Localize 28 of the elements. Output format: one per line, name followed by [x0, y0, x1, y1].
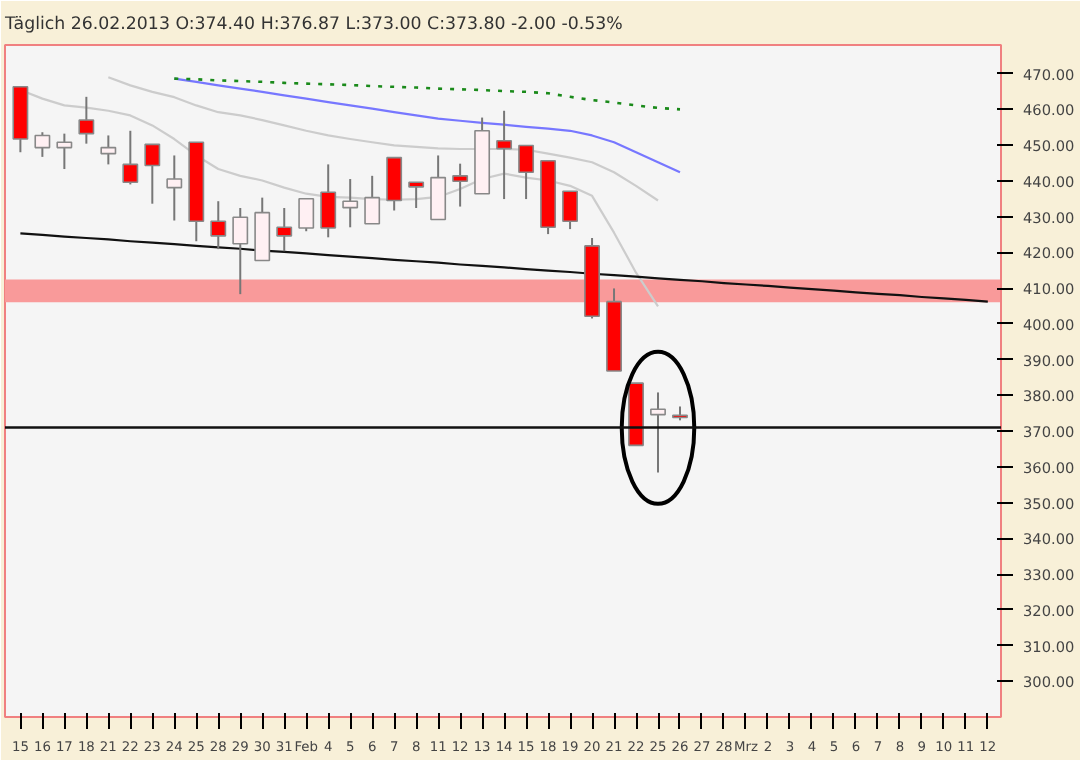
candlestick [56, 132, 73, 171]
candlestick [122, 129, 139, 186]
line-series [107, 76, 660, 202]
candlestick [452, 162, 469, 208]
candlestick [650, 391, 666, 474]
candlestick [518, 144, 535, 201]
candlestick [276, 207, 293, 253]
candlestick [496, 109, 513, 201]
candlestick [100, 134, 117, 166]
candlestick [342, 178, 359, 229]
candlestick [34, 131, 51, 158]
line-series [173, 77, 682, 174]
candlestick [298, 197, 315, 233]
candlestick [364, 174, 381, 225]
candlestick [408, 181, 425, 209]
candlestick [386, 156, 403, 212]
candlestick [166, 154, 183, 222]
candlestick [144, 143, 161, 205]
line-series [173, 77, 682, 111]
chart-title: Täglich 26.02.2013 O:374.40 H:376.87 L:373.00 C:373.80 -2.00 -0.53% [3, 15, 623, 35]
candlestick [320, 163, 337, 239]
candlestick [78, 95, 95, 145]
candlestick [562, 190, 579, 231]
candlestick [232, 207, 249, 296]
candlestick [254, 196, 271, 262]
candlestick [430, 154, 447, 221]
line-series [19, 232, 989, 303]
candlestick [210, 200, 227, 251]
